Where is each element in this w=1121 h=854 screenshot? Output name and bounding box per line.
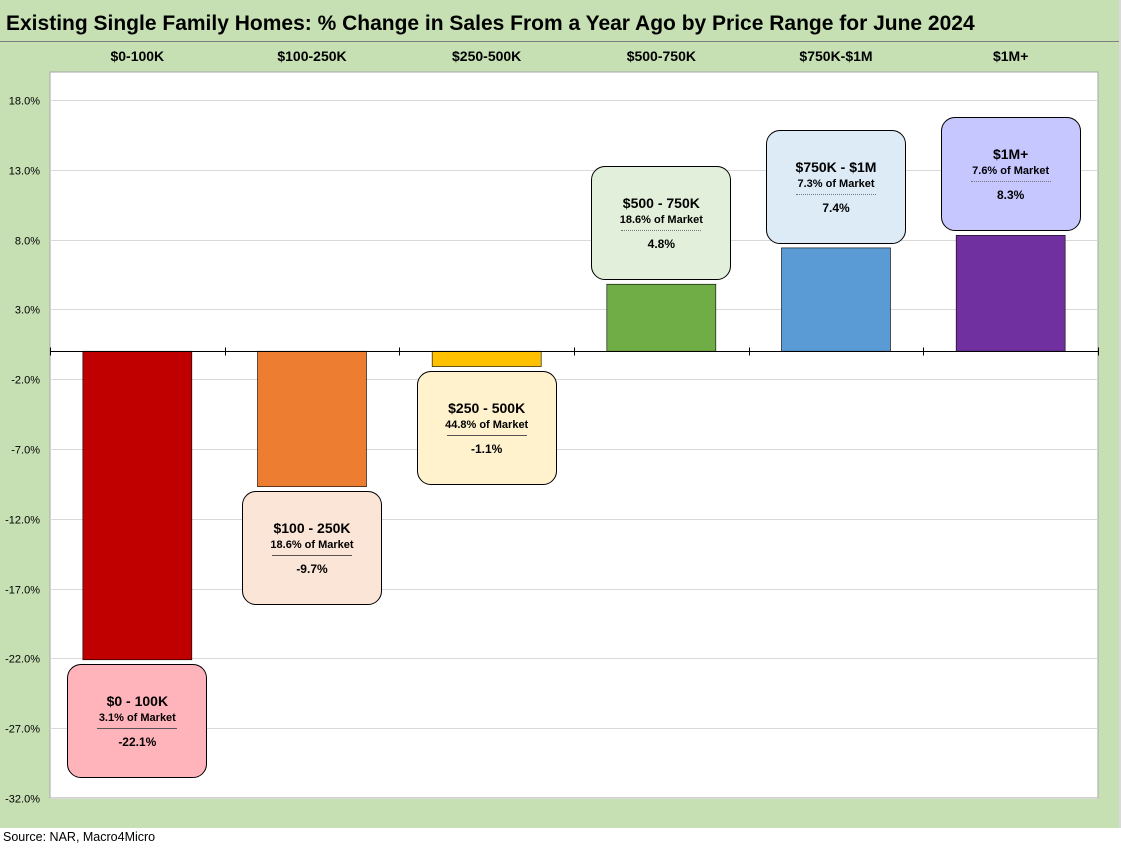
callout-divider — [272, 554, 352, 556]
callout-box: $750K - $1M 7.3% of Market 7.4% — [766, 129, 906, 244]
callout-range: $100 - 250K — [273, 519, 351, 536]
bar — [431, 350, 542, 367]
callout-value: -22.1% — [118, 734, 157, 749]
category-label: $1M+ — [993, 48, 1028, 64]
callout-market-share: 44.8% of Market — [445, 418, 529, 431]
callout-market-share: 3.1% of Market — [98, 711, 176, 724]
callout-market-share: 7.6% of Market — [972, 165, 1050, 178]
category-label: $500-750K — [627, 48, 696, 64]
callout-divider — [97, 727, 178, 729]
callout-range: $0 - 100K — [106, 692, 169, 709]
callout-range: $250 - 500K — [448, 399, 526, 416]
callout-divider — [796, 193, 876, 195]
y-tick-label: -12.0% — [5, 515, 40, 527]
callout-value: 8.3% — [996, 188, 1025, 203]
category-label: $250-500K — [452, 48, 521, 64]
bar — [781, 247, 891, 352]
plot-area — [49, 71, 1099, 799]
y-tick-label: -17.0% — [5, 585, 40, 597]
y-tick-label: 13.0% — [9, 166, 40, 178]
callout-market-share: 18.6% of Market — [619, 214, 703, 227]
callout-divider — [970, 181, 1051, 183]
y-tick-label: 18.0% — [9, 96, 40, 108]
callout-divider — [446, 434, 527, 436]
category-label: $750K-$1M — [799, 48, 872, 64]
category-label: $100-250K — [277, 48, 346, 64]
bar — [606, 283, 717, 352]
category-label: $0-100K — [110, 48, 164, 64]
callout-value: 4.8% — [647, 237, 675, 252]
callout-box: $0 - 100K 3.1% of Market -22.1% — [67, 663, 208, 778]
chart-title: Existing Single Family Homes: % Change i… — [6, 12, 975, 35]
callout-market-share: 18.6% of Market — [270, 538, 354, 551]
y-tick-label: 3.0% — [15, 305, 40, 317]
callout-divider — [621, 230, 702, 232]
bar — [257, 350, 367, 487]
callout-box: $100 - 250K 18.6% of Market -9.7% — [242, 490, 382, 605]
y-tick-label: -32.0% — [5, 794, 40, 806]
callout-value: -9.7% — [296, 561, 328, 576]
callout-range: $1M+ — [992, 146, 1029, 163]
callout-range: $500 - 750K — [622, 195, 700, 212]
callout-box: $500 - 750K 18.6% of Market 4.8% — [591, 166, 732, 281]
source-note: Source: NAR, Macro4Micro — [3, 830, 156, 844]
callout-market-share: 7.3% of Market — [797, 177, 875, 190]
title-divider — [0, 41, 1119, 42]
y-tick-label: -2.0% — [11, 375, 40, 387]
callout-box: $1M+ 7.6% of Market 8.3% — [940, 117, 1081, 232]
y-tick-label: 8.0% — [15, 236, 40, 248]
bar — [82, 350, 193, 661]
callout-box: $250 - 500K 44.8% of Market -1.1% — [416, 370, 557, 485]
callout-value: -1.1% — [470, 441, 503, 456]
bar — [955, 235, 1066, 352]
y-tick-label: -7.0% — [11, 445, 40, 457]
callout-range: $750K - $1M — [795, 158, 877, 175]
y-tick-label: -27.0% — [5, 724, 40, 736]
y-tick-label: -22.0% — [5, 654, 40, 666]
callout-value: 7.4% — [822, 200, 850, 215]
